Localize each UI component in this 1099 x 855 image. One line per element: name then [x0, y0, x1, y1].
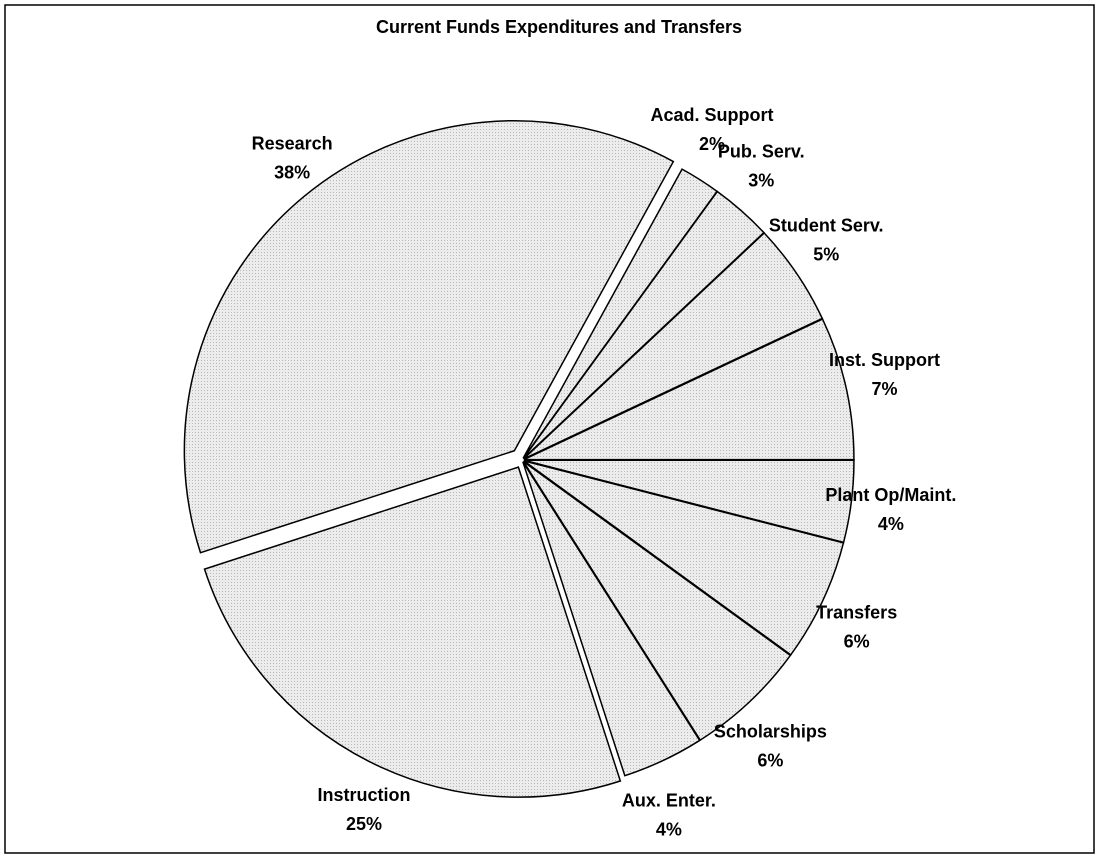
slice-value-label: 5% — [813, 244, 839, 264]
pie-slice — [523, 460, 845, 656]
slice-label: Scholarships — [714, 722, 827, 742]
pie-slice — [523, 231, 824, 460]
slice-label: Transfers — [816, 603, 897, 623]
slice-value-label: 4% — [656, 819, 682, 839]
slice-value-label: 2% — [699, 134, 725, 154]
pie-slice — [522, 460, 792, 742]
pie-slice — [203, 466, 622, 798]
slice-label: Aux. Enter. — [622, 790, 716, 810]
slice-label: Instruction — [318, 785, 411, 805]
slice-value-label: 4% — [878, 514, 904, 534]
slice-label: Inst. Support — [829, 350, 940, 370]
slice-value-label: 38% — [274, 163, 310, 183]
slice-label: Student Serv. — [769, 215, 884, 235]
slice-value-label: 3% — [748, 171, 774, 191]
pie-slice — [523, 318, 855, 461]
slice-label: Plant Op/Maint. — [825, 485, 956, 505]
slice-value-label: 7% — [872, 379, 898, 399]
slice-value-label: 6% — [757, 751, 783, 771]
slice-label: Acad. Support — [651, 105, 774, 125]
pie-slice — [183, 120, 675, 554]
slice-label: Pub. Serv. — [718, 142, 805, 162]
chart-title: Current Funds Expenditures and Transfers — [376, 17, 742, 37]
slice-value-label: 25% — [346, 814, 382, 834]
slice-value-label: 6% — [844, 632, 870, 652]
slice-label: Research — [252, 134, 333, 154]
pie-slice — [522, 461, 701, 777]
